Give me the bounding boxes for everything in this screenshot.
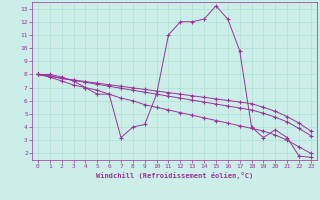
X-axis label: Windchill (Refroidissement éolien,°C): Windchill (Refroidissement éolien,°C) bbox=[96, 172, 253, 179]
